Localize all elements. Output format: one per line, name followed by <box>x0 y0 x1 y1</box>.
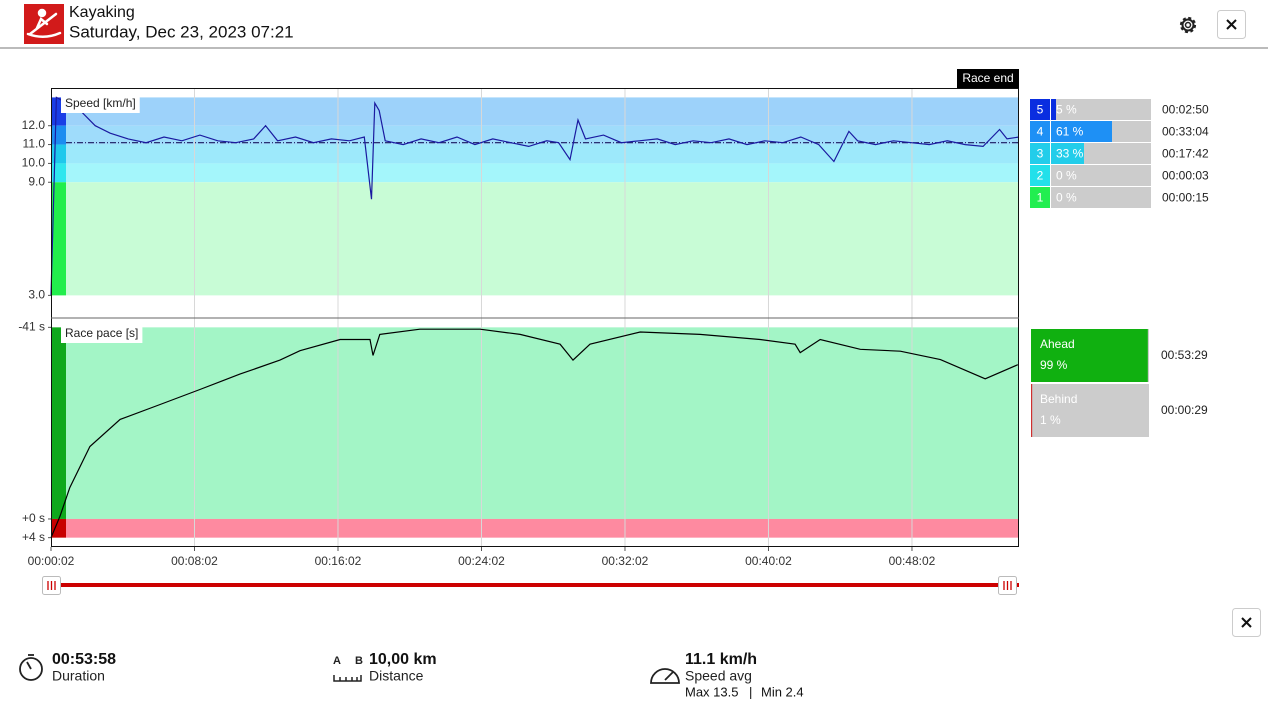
zone-swatch <box>1030 121 1050 142</box>
speedometer-icon <box>650 668 680 684</box>
pace-time: 00:00:29 <box>1161 403 1208 417</box>
zone-time: 00:02:50 <box>1162 103 1209 117</box>
pace-percent: 99 % <box>1040 358 1068 372</box>
charts: 12.0 11.0 10.0 9.0 3.0 Speed [km/h] Race end -4… <box>18 69 1020 568</box>
y-tick-label: -41 s <box>18 320 45 334</box>
pace-box-fill <box>1031 329 1148 382</box>
speed-label: Speed avg <box>685 668 752 684</box>
zone-strip <box>52 125 66 145</box>
range-slider[interactable] <box>42 576 1020 595</box>
zone-percent: 0 % <box>1056 191 1077 205</box>
x-tick-label: 00:08:02 <box>171 554 218 568</box>
zone-number: 1 <box>1037 191 1044 205</box>
settings-button[interactable] <box>1179 16 1197 34</box>
y-tick-label: +4 s <box>22 530 45 544</box>
stopwatch-icon <box>19 654 43 681</box>
chart-label-bg <box>61 96 140 113</box>
zone-time: 00:17:42 <box>1162 147 1209 161</box>
zone-band <box>66 97 1019 126</box>
y-tick-label: 10.0 <box>22 156 46 170</box>
zone-band <box>66 518 1019 538</box>
distance-icon-b: B <box>355 655 363 667</box>
chart-label: Speed [km/h] <box>65 96 136 110</box>
zone-band <box>66 163 1019 183</box>
zone-number: 3 <box>1037 147 1044 161</box>
speed-max: Max 13.5 <box>685 684 738 699</box>
pace-label: Behind <box>1040 392 1077 406</box>
zone-swatch <box>1030 165 1050 186</box>
zone-bar <box>1051 121 1112 142</box>
pace-percent: 1 % <box>1040 413 1061 427</box>
zone-swatch <box>1030 143 1050 164</box>
zone-strip <box>52 182 66 296</box>
zone-bar <box>1051 99 1056 120</box>
data-line <box>50 96 1020 296</box>
zone-bar-bg <box>1051 99 1151 120</box>
ruler-icon <box>333 675 362 682</box>
zone-number: 5 <box>1037 103 1044 117</box>
zone-bar-bg <box>1051 165 1151 186</box>
annotation-bg <box>957 69 1019 88</box>
annotation: Race end <box>962 71 1013 85</box>
zone-percent: 0 % <box>1056 169 1077 183</box>
zone-percent: 33 % <box>1056 147 1084 161</box>
x-tick-label: 00:32:02 <box>602 554 649 568</box>
close-button[interactable] <box>1232 608 1261 637</box>
distance-icon-a: A <box>333 655 341 667</box>
chart-label: Race pace [s] <box>65 326 138 340</box>
pace-box-fill <box>1031 384 1033 437</box>
data-line <box>50 328 1019 538</box>
speed-value: 11.1 km/h <box>685 651 757 668</box>
zone-strip <box>52 163 66 183</box>
zone-percent: 61 % <box>1056 125 1084 139</box>
header-bar <box>0 0 1268 47</box>
zone-swatch <box>1030 99 1050 120</box>
y-tick-label: +0 s <box>22 511 45 525</box>
activity-date: Saturday, Dec 23, 2023 07:21 <box>69 22 294 41</box>
zone-percent: 5 % <box>1056 103 1077 117</box>
zone-time: 00:33:04 <box>1162 125 1209 139</box>
zone-band <box>66 182 1019 296</box>
x-tick-label: 00:16:02 <box>315 554 362 568</box>
zone-strip <box>52 518 66 538</box>
zone-band <box>66 144 1019 164</box>
zone-band <box>66 327 1019 519</box>
x-tick-label: 00:00:02 <box>28 554 75 568</box>
y-tick-label: 3.0 <box>28 288 45 302</box>
distance-label: Distance <box>369 668 424 684</box>
zone-number: 2 <box>1037 169 1044 183</box>
kayak-glyph <box>26 8 62 38</box>
zone-time: 00:00:15 <box>1162 191 1209 205</box>
zone-swatch <box>1030 187 1050 208</box>
activity-title: Kayaking <box>69 4 135 21</box>
separator: | <box>749 684 752 699</box>
zone-number: 4 <box>1037 125 1044 139</box>
zone-time: 00:00:03 <box>1162 169 1209 183</box>
duration-value: 00:53:58 <box>52 651 116 668</box>
zone-bar <box>1051 143 1084 164</box>
pace-time: 00:53:29 <box>1161 348 1208 362</box>
y-tick-label: 12.0 <box>22 118 46 132</box>
x-tick-label: 00:48:02 <box>889 554 936 568</box>
zone-strip <box>52 327 66 519</box>
x-tick-label: 00:24:02 <box>458 554 505 568</box>
x-tick-label: 00:40:02 <box>745 554 792 568</box>
y-tick-label: 11.0 <box>23 137 46 151</box>
y-tick-label: 9.0 <box>28 174 45 188</box>
chart-label-bg <box>61 326 143 343</box>
speed-min: Min 2.4 <box>761 684 804 699</box>
distance-value: 10,00 km <box>369 651 437 668</box>
duration-label: Duration <box>52 668 105 684</box>
pace-box-bg <box>1031 384 1149 437</box>
close-button[interactable] <box>1217 10 1246 39</box>
pace-label: Ahead <box>1040 337 1075 351</box>
zone-bar-bg <box>1051 187 1151 208</box>
